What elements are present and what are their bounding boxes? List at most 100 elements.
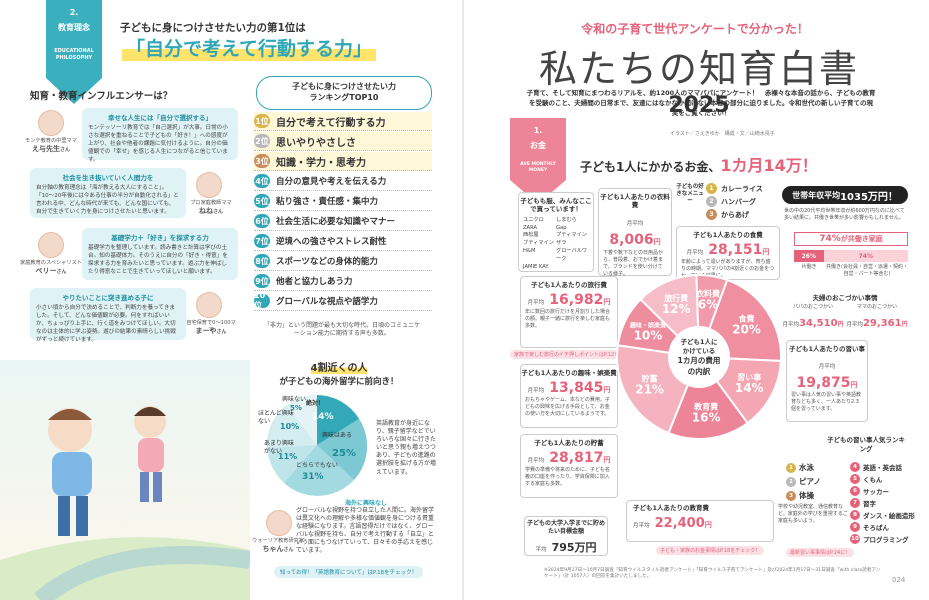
college-fund-amount: 795万円 (551, 540, 597, 554)
ranking-title-2: ランキングTOP10 (309, 93, 379, 102)
money-headline: 子ども1人にかかるお金、1カ月14万！ (580, 152, 818, 176)
ranking-label: 知識・学力・思考力 (276, 157, 366, 169)
clothing-cost-title: 子ども1人あたりの衣料費 (600, 193, 670, 210)
ranking-badge: 5位 (254, 194, 270, 208)
dual-income-bar-right: 74% (823, 250, 908, 262)
ranking-label: 他者と協力しあう力 (276, 277, 353, 287)
lessons-cost-note: 習い事は人気の習い事や英語教育なども多く、一人あたり2.3個を習っています。 (791, 392, 862, 413)
lesson-rank-row: 8 ダンス・絵画造形 (850, 510, 915, 520)
savings-cost-title: 子ども1人あたりの貯蓄 (534, 439, 604, 447)
influencer-caption: プロ家庭教師ママ (190, 200, 232, 206)
bubble-title: 幸せな人生には「自分で選択する」 (108, 114, 212, 122)
kicker: 令和の子育て世代アンケートで分かった！ (581, 22, 809, 36)
travel-cost-unit: 円 (603, 298, 611, 307)
brand-item: ザラ (556, 240, 567, 247)
lesson-rank-row: 2 ピアノ (786, 476, 821, 487)
pie-label-5: ほとんど興味ない (258, 410, 294, 426)
lesson-rank-row: 4 英語・英会話 (850, 462, 902, 472)
income-title: 世帯年収平均 (792, 190, 841, 200)
college-fund-pre: 平均 (535, 546, 547, 553)
pie-slice-pct: 6% (698, 298, 718, 312)
ranking-header: 子どもに身につけさせたい力 ランキングTOP10 (256, 76, 432, 110)
lesson-rank-badge: 3 (786, 490, 796, 501)
travel-cost-title: 子ども1人あたりの旅行費 (530, 281, 608, 289)
lesson-rank-label: 水泳 (799, 463, 814, 472)
income-note: 世の中の20代平均世帯年収が約600万円なのに比べて多い結果に。共働き世帯が多い… (784, 208, 905, 221)
lesson-rank-badge: 7 (850, 498, 860, 508)
ranking-row: 4位 自分の意見や考えを伝える力 (254, 172, 432, 191)
education-cost-box: 子ども1人あたりの教育費 月平均 22,400円 (626, 500, 774, 542)
dual-income-banner: 74% が共働き家庭 (794, 232, 908, 246)
favorite-menu-row: 2 ハンバーグ (706, 195, 780, 208)
avatar (38, 110, 64, 136)
lesson-rank-badge: 10 (850, 534, 860, 544)
food-cost-pre: 月平均 (686, 250, 704, 257)
lesson-rank-row: 7 習字 (850, 498, 876, 508)
savings-cost-unit: 円 (603, 456, 611, 465)
allowance-mama: ママのおこづかい 月平均29,361円 (846, 304, 908, 330)
bubble-body: 小さい頃から自分で決めることで、判断力を養ってきました。そして、どんな価値観が必… (36, 305, 176, 344)
main-title-text: 私たちの知育白書 (538, 47, 859, 91)
savings-cost-note: 学費の準備や将来のために、子ども名義の口座を作ったり、学資保険に加入する家庭も多… (525, 467, 610, 488)
ranking-badge: 2位 (254, 134, 270, 148)
pie-slice-pct: 21% (635, 382, 664, 396)
brand-item: H&M (523, 248, 536, 255)
ranking-row: 1位 自分で考えて行動する力 (254, 112, 432, 131)
section-badge: 1. お金 AVE MONTHLY MONEY (510, 118, 566, 204)
pie-center-3: 1カ月の費用 (677, 356, 721, 366)
income-banner: 世帯年収平均 1035万円！ (782, 186, 908, 204)
brand-item: ユニクロ (523, 216, 544, 223)
food-cost-title: 子ども1人あたりの食費 (693, 231, 763, 239)
travel-link[interactable]: 家族で楽しむ旅行のイチ押しポイントはP.12をチェック！ (510, 350, 649, 359)
papa-unit: 円 (837, 321, 844, 328)
ranking-footnote: 「非力」という問題が最も大切な時代。日頃のコミュニケーション能力に期待する声も多… (263, 322, 420, 338)
quote-body: グローバルな視野を持つ自立した人間に。海外留学は異文化への理解や多様な価値観を身… (296, 507, 435, 555)
pie-slice-label: 食費 (738, 313, 754, 323)
study-abroad-quote: 海外に興味なし グローバルな視野を持つ自立した人間に。海外留学は異文化への理解や… (296, 498, 436, 556)
clothing-cost-box: 子ども1人あたりの衣料費 月平均 8,006円 下着や靴下などの日用品から、普段… (598, 188, 672, 277)
influencer-caption: 自宅保育で0〜100ママ (186, 320, 236, 333)
bubble-body: モンテッソーリ教育では「自己選択」が大事。日常の小さな選択を重ねることで子どもの… (88, 125, 228, 164)
favorite-menu-item: からあげ (721, 210, 749, 219)
lesson-rank-label: ピアノ (799, 477, 821, 486)
trophy-icon: 2 (706, 196, 717, 207)
savings-cost-amount: 28,817 (549, 450, 604, 467)
mama-pre: 月平均 (846, 322, 863, 328)
lesson-rank-label: 英語・英会話 (863, 464, 902, 472)
lesson-rank-row: 10 プログラミング (850, 534, 909, 544)
bubble-title: やりたいことに突き進める子に (62, 294, 154, 302)
influencer-name: ねねさん (198, 207, 223, 215)
ranking-badge: 8位 (254, 254, 270, 268)
lead-text: 子育て、そして知育にまつわるリアルを、約1200人のママパパにアンケート！ 赤裸… (526, 89, 876, 118)
travel-cost-amount: 16,982 (549, 292, 604, 309)
education-link[interactable]: 子ども・家族のお金事情はP.18をチェック！ (656, 546, 765, 555)
study-abroad-link[interactable]: 知ってお得！「英語教育について」はP.18をチェック！ (274, 566, 424, 578)
section-number: 1. (533, 126, 543, 135)
pie-slice-label: 貯蓄 (642, 373, 658, 383)
lesson-rank-label: そろばん (863, 524, 889, 532)
pie-slice-label: 趣味・娯楽費 (629, 322, 666, 330)
lesson-rank-label: くもん (863, 476, 883, 484)
pie-slice (616, 344, 690, 435)
lesson-rank-label: ダンス・絵画造形 (863, 512, 915, 520)
travel-cost-pre: 月平均 (527, 300, 545, 307)
main-title: 私たちの知育白書2025 (514, 38, 884, 118)
influencer-bubble: 幸せな人生には「自分で選択する」 モンテッソーリ教育では「自己選択」が大事。日常… (82, 108, 238, 163)
lesson-rank-row: 5 くもん (850, 474, 883, 484)
lesson-rank-badge: 9 (850, 522, 860, 532)
pie-slice-pct: 10% (634, 329, 663, 343)
favorite-menu-row: 1 カレーライス (706, 182, 780, 195)
food-cost-amount: 28,151 (708, 242, 763, 259)
lesson-rank-link[interactable]: 最新習い事事情はP.24に！ (786, 548, 855, 557)
study-abroad-title: 4割近くの人 が子どもの海外留学に前向き！ (264, 356, 414, 387)
pie-label-1: 絶対！ (306, 400, 325, 407)
lesson-rank-badge: 8 (850, 510, 860, 520)
pie-slice-label: 習い事 (737, 372, 761, 382)
clothing-cost-pre: 月平均 (626, 220, 644, 227)
favorite-menu-title: 子どもの好きなメニュー (676, 184, 704, 205)
income-amount: 1035万円！ (840, 191, 898, 203)
lesson-rank-badge: 6 (850, 486, 860, 496)
clothing-cost-amount: 8,006 (609, 231, 654, 248)
favorite-menu-list: 1 カレーライス 2 ハンバーグ 3 からあげ (706, 182, 780, 221)
